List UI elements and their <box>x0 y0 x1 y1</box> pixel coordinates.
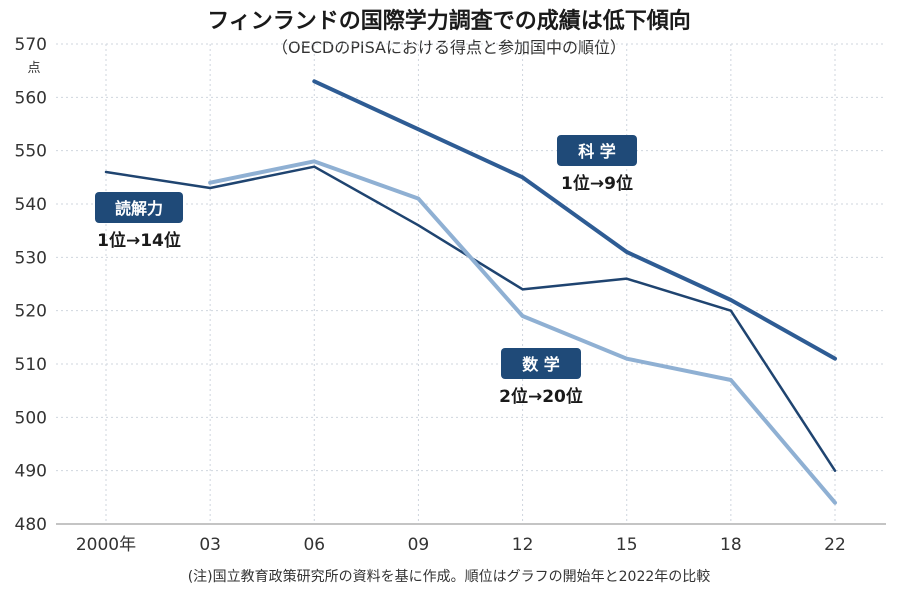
gridlines <box>56 43 886 525</box>
x-tick-label: 03 <box>199 535 221 555</box>
y-tick-label: 520 <box>15 302 47 322</box>
reading-badge <box>95 192 183 223</box>
series-line-science <box>312 79 837 361</box>
x-tick-label: 2000年 <box>76 535 136 555</box>
math-badge <box>501 348 581 379</box>
y-tick-label: 570 <box>15 35 47 55</box>
x-tick-label: 12 <box>512 535 534 555</box>
x-axis-ticks: 2000年 03 06 09 12 15 18 22 <box>76 535 846 555</box>
source-note: (注)国立教育政策研究所の資料を基に作成。順位はグラフの開始年と2022年の比較 <box>188 568 711 585</box>
math-label: 数 学 <box>522 355 560 374</box>
chart-subtitle: （OECDのPISAにおける得点と参加国中の順位） <box>272 38 626 57</box>
y-tick-label: 480 <box>15 515 47 535</box>
series-lines <box>104 79 837 505</box>
y-tick-label: 500 <box>15 408 47 428</box>
label-reading: 読解力 1位→14位 <box>95 192 183 251</box>
y-tick-label: 540 <box>15 195 47 215</box>
series-line-reading <box>104 165 837 472</box>
y-axis-ticks: 480 490 500 510 520 530 540 550 560 570 <box>15 35 47 535</box>
reading-label: 読解力 <box>115 199 163 218</box>
x-tick-label: 22 <box>824 535 846 555</box>
y-tick-label: 510 <box>15 355 47 375</box>
y-tick-label: 530 <box>15 248 47 268</box>
math-rank: 2位→20位 <box>499 386 583 407</box>
x-tick-label: 15 <box>616 535 638 555</box>
reading-rank: 1位→14位 <box>97 230 181 251</box>
series-line-math <box>208 159 837 505</box>
y-tick-label: 550 <box>15 142 47 162</box>
x-tick-label: 09 <box>408 535 430 555</box>
x-tick-label: 06 <box>303 535 325 555</box>
y-tick-label: 490 <box>15 462 47 482</box>
science-rank: 1位→9位 <box>561 173 633 194</box>
science-badge <box>557 135 637 166</box>
label-science: 科 学 1位→9位 <box>557 135 637 194</box>
science-label: 科 学 <box>578 142 616 161</box>
y-axis-unit: 点 <box>27 61 40 76</box>
chart-title: フィンランドの国際学力調査での成績は低下傾向 <box>207 8 691 34</box>
label-math: 数 学 2位→20位 <box>499 348 583 407</box>
y-tick-label: 560 <box>15 88 47 108</box>
x-tick-label: 18 <box>720 535 742 555</box>
